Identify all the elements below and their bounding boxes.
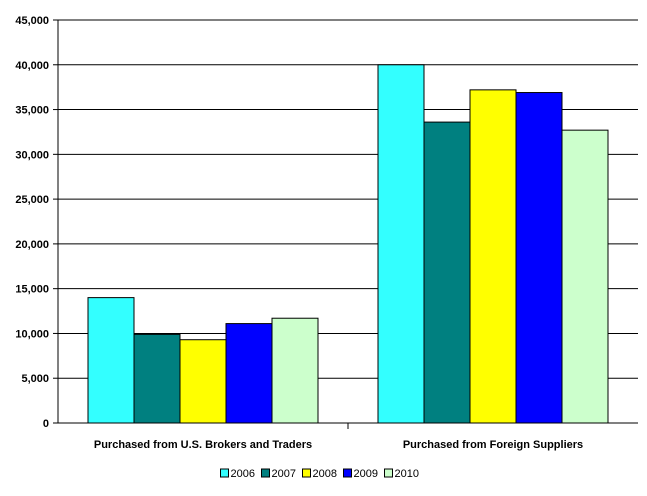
y-tick-label: 10,000 xyxy=(15,328,49,340)
axes xyxy=(53,19,638,429)
bar-2006-1 xyxy=(87,297,135,424)
category-label: Purchased from U.S. Brokers and Traders xyxy=(94,439,312,451)
y-tick-label: 20,000 xyxy=(15,239,49,251)
bar-2008-2 xyxy=(469,89,517,424)
legend-label-2006: 2006 xyxy=(231,468,255,480)
y-tick-label: 25,000 xyxy=(15,194,49,206)
legend-label-2010: 2010 xyxy=(395,468,419,480)
bar-2009-2 xyxy=(515,92,563,424)
y-tick-label: 30,000 xyxy=(15,149,49,161)
bar-2007-2 xyxy=(423,121,471,424)
category-label: Purchased from Foreign Suppliers xyxy=(403,439,583,451)
y-tick-label: 45,000 xyxy=(15,15,49,27)
bar-2007-1 xyxy=(133,333,181,424)
y-tick-label: 40,000 xyxy=(15,60,49,72)
y-tick-label: 5,000 xyxy=(21,373,49,385)
legend-swatch-2010 xyxy=(384,468,393,478)
legend-swatch-2009 xyxy=(343,468,352,478)
bar-2006-2 xyxy=(377,64,425,424)
legend-swatch-2006 xyxy=(220,468,229,478)
legend-swatch-2008 xyxy=(302,468,311,478)
legend-label-2009: 2009 xyxy=(354,468,378,480)
y-tick-labels: 0 5,000 10,000 15,000 20,000 25,000 30,000 35,0… xyxy=(15,15,49,430)
bar-2010-2 xyxy=(561,129,609,424)
bar-2010-1 xyxy=(271,317,319,424)
y-tick-label: 0 xyxy=(43,418,49,430)
legend-label-2008: 2008 xyxy=(313,468,337,480)
y-tick-label: 35,000 xyxy=(15,105,49,117)
category-labels: Purchased from U.S. Brokers and Traders P… xyxy=(94,439,583,451)
bars xyxy=(87,64,609,424)
legend: 2006 2007 2008 2009 2010 xyxy=(220,468,419,480)
legend-label-2007: 2007 xyxy=(272,468,296,480)
legend-swatch-2007 xyxy=(261,468,270,478)
y-tick-label: 15,000 xyxy=(15,284,49,296)
bar-2008-1 xyxy=(179,339,227,424)
bar-2009-1 xyxy=(225,323,273,424)
gridlines xyxy=(58,19,638,379)
